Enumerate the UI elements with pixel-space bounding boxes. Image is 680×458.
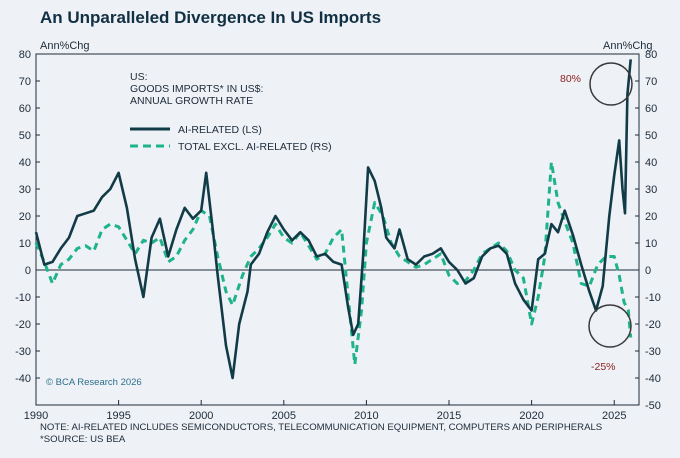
right-tick-label: 80 <box>645 49 657 61</box>
left-tick-label: 10 <box>19 238 31 250</box>
right-tick-label: 60 <box>645 103 657 115</box>
right-axis-unit: Ann%Chg <box>603 40 653 52</box>
x-tick-label: 2005 <box>272 410 296 422</box>
footnote-note: NOTE: AI-RELATED INCLUDES SEMICONDUCTORS… <box>40 422 603 433</box>
right-tick-label: -20 <box>645 319 661 331</box>
right-tick-label: 30 <box>645 184 657 196</box>
right-tick-label: -30 <box>645 346 661 358</box>
callout-circle-high <box>589 62 633 106</box>
left-tick-label: 20 <box>19 211 31 223</box>
footnote-source: *SOURCE: US BEA <box>40 434 126 445</box>
x-tick-label: 2025 <box>602 410 626 422</box>
x-tick-label: 1995 <box>106 410 130 422</box>
right-tick-label: 20 <box>645 211 657 223</box>
x-tick-label: 1990 <box>24 410 48 422</box>
right-tick-label: 0 <box>645 265 651 277</box>
series-line-total-excl-ai <box>34 160 633 366</box>
left-tick-label: 0 <box>25 265 31 277</box>
right-tick-label: -10 <box>645 292 661 304</box>
left-tick-label: 70 <box>19 76 31 88</box>
legend-label-total-excl: TOTAL EXCL. AI-RELATED (RS) <box>178 141 332 153</box>
left-tick-label: 50 <box>19 130 31 142</box>
x-tick-label: 2020 <box>519 410 543 422</box>
axis-ticks: -40 -30 -20 -10 0 10 20 30 40 50 60 70 80 -50 -40 -30 -2… <box>15 49 661 422</box>
x-tick-label: 2000 <box>189 410 213 422</box>
left-tick-label: -40 <box>15 373 31 385</box>
chart-title: An Unparalleled Divergence In US Imports <box>40 8 382 27</box>
left-tick-label: -20 <box>15 319 31 331</box>
callout-circle-low <box>588 304 632 348</box>
annotation-line-1: US: <box>130 71 148 83</box>
right-tick-label: 70 <box>645 76 657 88</box>
left-tick-label: 60 <box>19 103 31 115</box>
left-tick-label: -30 <box>15 346 31 358</box>
right-tick-label: 50 <box>645 130 657 142</box>
left-tick-label: 30 <box>19 184 31 196</box>
legend-label-ai-related: AI-RELATED (LS) <box>178 124 262 136</box>
right-tick-label: -50 <box>645 400 661 412</box>
right-tick-label: 10 <box>645 238 657 250</box>
left-tick-label: 80 <box>19 49 31 61</box>
callout-label-low: -25% <box>591 361 616 373</box>
left-axis-unit: Ann%Chg <box>40 40 90 52</box>
right-tick-label: 40 <box>645 157 657 169</box>
right-tick-label: -40 <box>645 373 661 385</box>
series-line-ai-related <box>34 59 632 380</box>
series-group <box>34 59 633 380</box>
x-tick-label: 2015 <box>437 410 461 422</box>
x-tick-label: 2010 <box>354 410 378 422</box>
annotation-line-2: GOODS IMPORTS* IN US$: <box>130 83 263 95</box>
plot-frame <box>35 53 640 406</box>
source-watermark: © BCA Research 2026 <box>46 377 142 388</box>
annotation-line-3: ANNUAL GROWTH RATE <box>130 95 253 107</box>
left-tick-label: -10 <box>15 292 31 304</box>
callout-label-high: 80% <box>560 73 581 85</box>
left-tick-label: 40 <box>19 157 31 169</box>
